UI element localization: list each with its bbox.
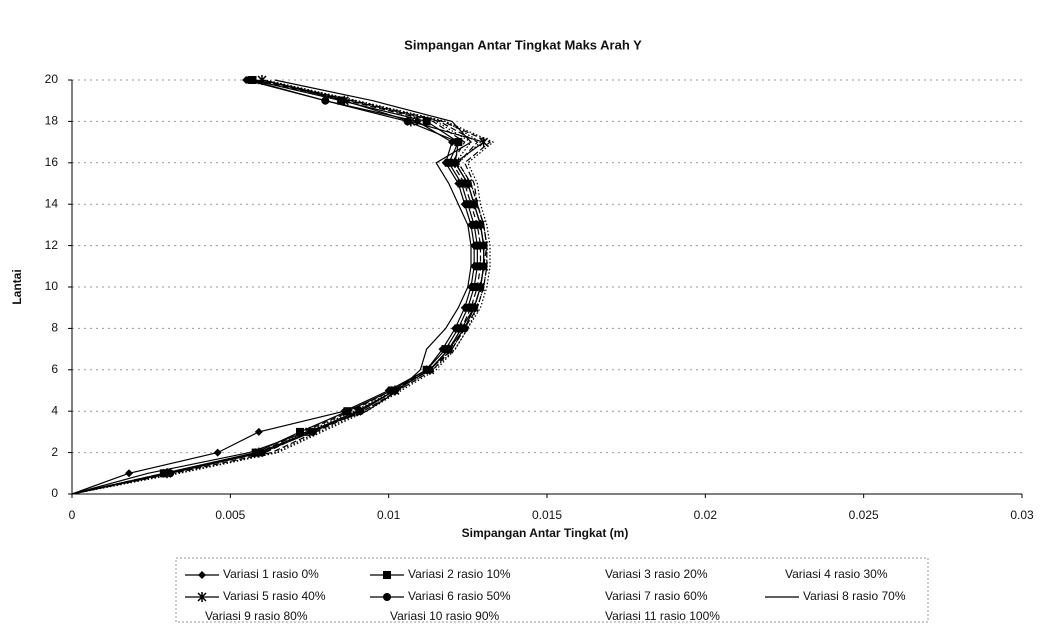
series-line bbox=[71, 79, 488, 495]
marker bbox=[454, 324, 463, 333]
y-axis-title: Lantai bbox=[10, 269, 24, 304]
marker bbox=[473, 241, 482, 250]
legend-label: Variasi 6 rasio 50% bbox=[408, 589, 511, 603]
legend-marker bbox=[197, 592, 207, 602]
y-tick-label: 20 bbox=[45, 72, 59, 86]
marker bbox=[463, 303, 472, 312]
x-tick-label: 0.015 bbox=[532, 508, 562, 522]
legend-label: Variasi 2 rasio 10% bbox=[408, 567, 511, 581]
x-tick-label: 0.02 bbox=[694, 508, 718, 522]
marker bbox=[321, 96, 330, 105]
series-line bbox=[71, 79, 492, 495]
y-tick-label: 0 bbox=[51, 486, 58, 500]
marker bbox=[245, 76, 254, 84]
legend-label: Variasi 1 rasio 0% bbox=[223, 567, 319, 581]
x-tick-label: 0.03 bbox=[1010, 508, 1034, 522]
marker bbox=[296, 427, 304, 436]
legend-label: Variasi 8 rasio 70% bbox=[803, 589, 906, 603]
marker bbox=[403, 117, 412, 126]
marker bbox=[422, 117, 431, 126]
y-tick-label: 8 bbox=[51, 321, 58, 335]
y-tick-label: 16 bbox=[45, 155, 59, 169]
marker bbox=[470, 283, 479, 291]
series-line bbox=[71, 79, 488, 495]
marker bbox=[444, 345, 453, 354]
y-tick-label: 12 bbox=[45, 238, 59, 252]
marker bbox=[454, 138, 463, 147]
marker bbox=[479, 241, 488, 250]
legend-marker bbox=[383, 571, 391, 579]
series-line bbox=[71, 79, 495, 495]
y-tick-label: 18 bbox=[45, 114, 59, 128]
marker bbox=[213, 448, 222, 457]
x-axis-title: Simpangan Antar Tingkat (m) bbox=[462, 526, 629, 540]
series-line bbox=[71, 79, 472, 495]
marker bbox=[479, 262, 488, 271]
y-tick-label: 4 bbox=[51, 403, 58, 417]
legend-marker bbox=[383, 593, 391, 601]
marker bbox=[337, 96, 346, 105]
x-tick-label: 0.01 bbox=[377, 508, 401, 522]
x-tick-label: 0.005 bbox=[215, 508, 245, 522]
legend-box bbox=[175, 557, 929, 623]
chart-title: Simpangan Antar Tingkat Maks Arah Y bbox=[404, 37, 642, 52]
marker bbox=[343, 407, 352, 416]
marker bbox=[125, 469, 133, 478]
legend-label: Variasi 5 rasio 40% bbox=[223, 589, 326, 603]
marker bbox=[451, 158, 460, 167]
marker bbox=[473, 262, 482, 271]
marker bbox=[463, 200, 472, 209]
x-tick-label: 0 bbox=[69, 508, 76, 522]
x-tick-label: 0.025 bbox=[849, 508, 879, 522]
y-tick-label: 6 bbox=[51, 362, 58, 376]
legend-label: Variasi 10 rasio 90% bbox=[390, 609, 499, 623]
legend-label: Variasi 11 rasio 100% bbox=[605, 609, 720, 623]
marker bbox=[254, 427, 263, 436]
marker bbox=[457, 179, 466, 188]
legend-label: Variasi 4 rasio 30% bbox=[785, 567, 888, 581]
marker bbox=[470, 220, 479, 229]
marker bbox=[444, 158, 453, 167]
y-tick-label: 10 bbox=[45, 279, 59, 293]
y-tick-label: 14 bbox=[45, 196, 59, 210]
legend-marker bbox=[198, 571, 206, 579]
legend-label: Variasi 9 rasio 80% bbox=[205, 609, 308, 623]
marker bbox=[251, 448, 260, 457]
y-tick-label: 2 bbox=[51, 445, 58, 459]
legend-label: Variasi 7 rasio 60% bbox=[605, 589, 708, 603]
legend-label: Variasi 3 rasio 20% bbox=[605, 567, 708, 581]
